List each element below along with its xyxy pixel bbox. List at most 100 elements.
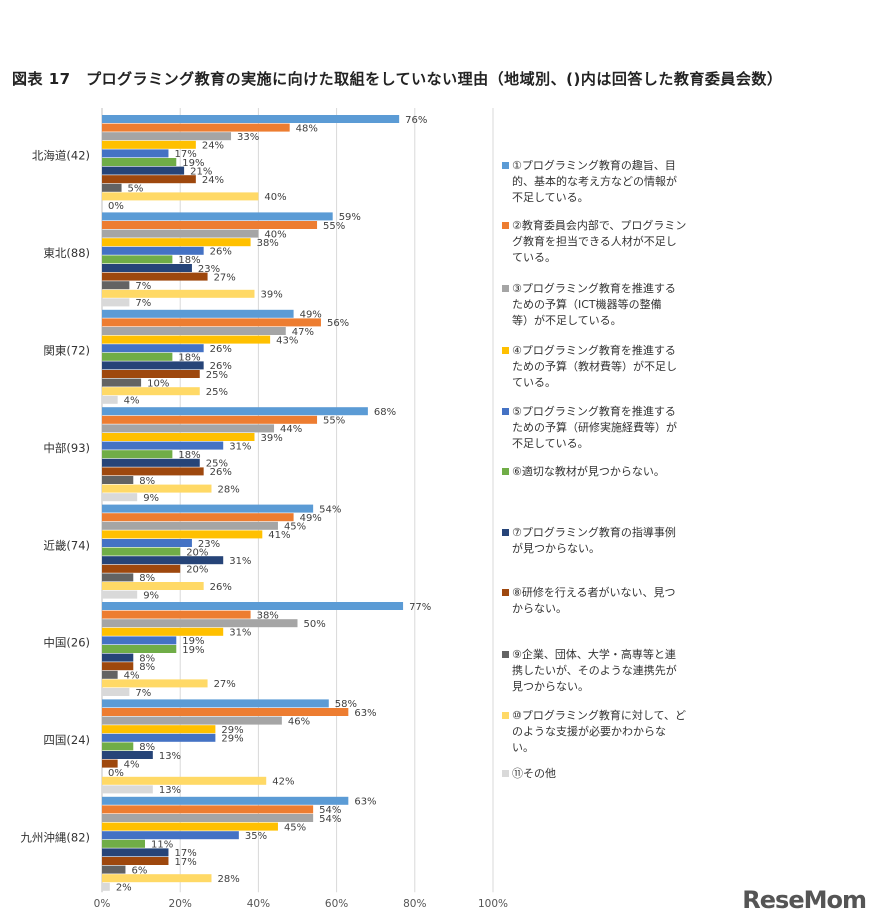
data-label: 27% — [214, 679, 236, 690]
bar — [102, 670, 118, 679]
data-label: 25% — [206, 459, 228, 470]
legend-item: ①プログラミング教育の趣旨、目 的、基本的な考え方などの情報が 不足している。 — [502, 158, 712, 206]
bar — [102, 309, 294, 318]
bar — [102, 140, 196, 149]
data-label: 7% — [135, 298, 151, 309]
data-label: 6% — [131, 865, 147, 876]
data-label: 31% — [229, 441, 251, 452]
bar — [102, 539, 192, 547]
legend-swatch — [502, 408, 509, 415]
bar — [102, 759, 118, 768]
data-label: 55% — [323, 416, 345, 427]
bar — [102, 415, 318, 424]
data-label: 49% — [300, 513, 322, 524]
data-label: 54% — [319, 504, 341, 515]
data-label: 19% — [182, 636, 204, 647]
category-label: 中国(26) — [43, 636, 90, 650]
bar — [102, 246, 204, 255]
bar — [102, 298, 130, 307]
data-label: 63% — [354, 708, 376, 719]
data-label: 5% — [128, 184, 144, 195]
bar — [102, 619, 298, 628]
bar — [102, 636, 177, 645]
bar — [102, 123, 290, 132]
data-label: 18% — [178, 450, 200, 461]
bar — [102, 653, 134, 662]
bar — [102, 352, 173, 361]
data-label: 4% — [124, 396, 140, 407]
data-label: 46% — [288, 716, 310, 727]
bar — [102, 814, 314, 822]
data-label: 45% — [284, 522, 306, 533]
data-label: 59% — [339, 212, 361, 223]
data-label: 19% — [182, 645, 204, 656]
bar — [102, 610, 251, 619]
bar — [102, 805, 314, 814]
legend-label: ⑤プログラミング教育を推進する ための予算（研修実施経費等）が 不足している。 — [512, 405, 677, 450]
bar — [102, 848, 169, 857]
bar — [102, 289, 255, 298]
data-label: 25% — [206, 387, 228, 398]
bar — [102, 590, 138, 599]
bar — [102, 742, 134, 751]
bar — [102, 645, 177, 653]
bar — [102, 192, 259, 201]
bar — [102, 547, 181, 556]
data-label: 0% — [108, 768, 124, 779]
data-label: 58% — [335, 699, 357, 710]
bar — [102, 450, 173, 459]
data-label: 33% — [237, 132, 259, 143]
bar — [102, 874, 212, 883]
legend-swatch — [502, 712, 509, 719]
data-label: 25% — [206, 370, 228, 381]
data-label: 31% — [229, 628, 251, 639]
category-label: 中部(93) — [43, 441, 90, 455]
x-tick-label: 100% — [478, 898, 508, 910]
legend-label: ⑥適切な教材が見つからない。 — [512, 465, 665, 478]
legend-label: ④プログラミング教育を推進する ための予算（教材費等）が不足し ている。 — [512, 344, 677, 389]
bar — [102, 433, 255, 441]
legend-swatch — [502, 651, 509, 658]
bar — [102, 132, 232, 141]
data-label: 23% — [198, 539, 220, 550]
data-label: 11% — [151, 840, 173, 851]
bar — [102, 699, 329, 708]
data-label: 41% — [268, 530, 290, 541]
data-label: 19% — [182, 158, 204, 169]
bar — [102, 378, 142, 387]
legend-item: ④プログラミング教育を推進する ための予算（教材費等）が不足し ている。 — [502, 343, 712, 391]
legend-label: ⑩プログラミング教育に対して、ど のような支援が必要かわからな い。 — [512, 709, 686, 754]
bar — [102, 407, 368, 416]
bar — [102, 387, 200, 396]
bar — [102, 708, 349, 716]
bar — [102, 627, 224, 636]
data-label: 8% — [139, 573, 155, 584]
legend-swatch — [502, 589, 509, 596]
bar — [102, 602, 404, 610]
bar — [102, 344, 204, 353]
bar — [102, 476, 134, 484]
bar — [102, 149, 169, 158]
legend-item: ⑨企業、団体、大学・高専等と連 携したいが、そのような連携先が 見つからない。 — [502, 647, 712, 695]
data-label: 7% — [135, 688, 151, 699]
legend-item: ⑪その他 — [502, 766, 712, 782]
data-label: 29% — [221, 725, 243, 736]
legend-swatch — [502, 770, 509, 777]
bar — [102, 725, 216, 734]
data-label: 18% — [178, 255, 200, 266]
bar — [102, 679, 208, 688]
legend-label: ⑦プログラミング教育の指導事例 が見つからない。 — [512, 526, 676, 555]
data-label: 21% — [190, 166, 212, 177]
data-label: 24% — [202, 175, 224, 186]
category-label: 九州沖縄(82) — [20, 831, 90, 845]
bar — [102, 716, 282, 725]
data-label: 31% — [229, 556, 251, 567]
bar — [102, 733, 216, 742]
data-label: 8% — [139, 662, 155, 673]
x-tick-label: 40% — [247, 898, 270, 910]
data-label: 13% — [159, 785, 181, 796]
legend-swatch — [502, 529, 509, 536]
data-label: 28% — [217, 484, 239, 495]
legend-swatch — [502, 222, 509, 229]
